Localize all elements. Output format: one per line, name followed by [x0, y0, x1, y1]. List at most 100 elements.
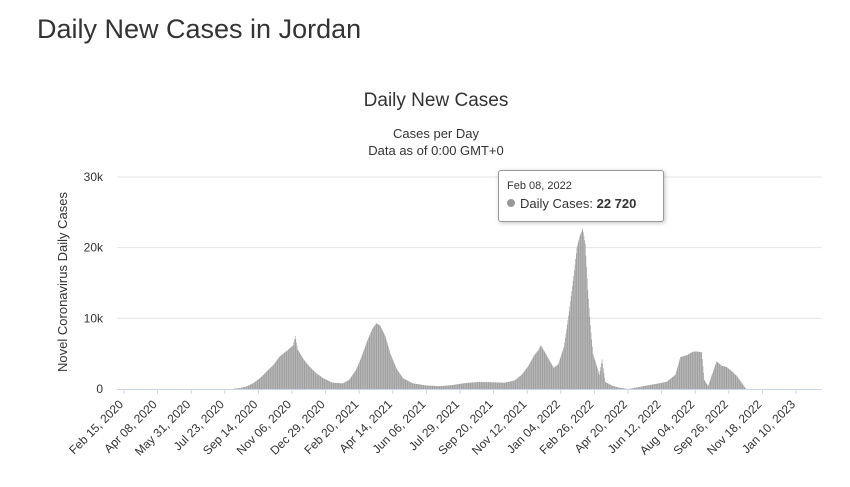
daily-case-bar	[328, 381, 330, 389]
daily-case-bar	[642, 386, 644, 389]
daily-case-bar	[711, 374, 713, 389]
daily-case-bar	[547, 356, 548, 389]
daily-case-bar	[294, 339, 295, 389]
daily-case-bar	[568, 315, 569, 389]
daily-case-bar	[674, 375, 675, 389]
daily-case-bar	[306, 363, 308, 389]
daily-case-bar	[464, 383, 466, 389]
daily-case-bar	[324, 379, 326, 389]
daily-case-bar	[393, 361, 394, 389]
daily-case-bar	[641, 386, 643, 389]
daily-case-bar	[652, 384, 654, 389]
daily-case-bar	[568, 311, 570, 389]
daily-case-bar	[741, 382, 742, 389]
daily-case-bar	[407, 380, 409, 389]
daily-case-bar	[428, 385, 429, 389]
daily-case-bar	[261, 376, 263, 389]
daily-case-bar	[244, 386, 245, 389]
daily-case-bar	[599, 374, 600, 389]
daily-case-bar	[379, 325, 380, 389]
daily-case-bar	[438, 386, 439, 389]
daily-case-bar	[610, 385, 612, 389]
daily-case-bar	[300, 353, 301, 389]
daily-case-bar	[507, 381, 509, 389]
daily-case-bar	[419, 384, 420, 389]
chart-title: Daily New Cases	[364, 90, 509, 111]
daily-case-bar	[681, 356, 683, 389]
daily-case-bar	[504, 382, 506, 389]
daily-case-bar	[710, 378, 712, 389]
daily-case-bar	[330, 381, 331, 389]
daily-case-bar	[420, 384, 421, 389]
daily-case-bar	[309, 366, 310, 389]
daily-case-bar	[614, 386, 616, 389]
daily-case-bar	[723, 366, 725, 389]
daily-case-bar	[523, 372, 524, 389]
daily-case-bar	[281, 354, 282, 389]
daily-case-bar	[704, 380, 706, 389]
daily-case-bar	[337, 383, 339, 389]
daily-case-bar	[675, 372, 677, 389]
daily-case-bar	[426, 385, 428, 389]
daily-case-bar	[294, 336, 296, 389]
daily-case-bar	[689, 353, 691, 389]
daily-case-bar	[421, 384, 423, 389]
daily-case-bar	[644, 385, 646, 389]
daily-case-bar	[297, 349, 299, 389]
daily-case-bar	[677, 366, 679, 389]
daily-case-bar	[556, 365, 558, 389]
daily-case-bar	[355, 370, 356, 389]
daily-case-bar	[521, 374, 522, 389]
daily-case-bar	[622, 388, 624, 389]
daily-case-bar	[549, 361, 551, 389]
daily-case-bar	[405, 379, 407, 389]
daily-case-bar	[412, 383, 414, 389]
daily-case-bar	[673, 375, 675, 389]
daily-case-bar	[317, 374, 318, 389]
daily-case-bar	[372, 327, 374, 389]
daily-case-bar	[653, 384, 655, 389]
daily-case-bar	[715, 363, 717, 389]
daily-case-bar	[402, 378, 404, 389]
daily-case-bar	[545, 354, 547, 389]
daily-case-bar	[593, 355, 594, 389]
daily-case-bar	[555, 366, 556, 389]
daily-case-bar	[327, 380, 329, 389]
daily-case-bar	[282, 354, 283, 389]
daily-case-bar	[419, 384, 421, 389]
daily-case-bar	[575, 258, 576, 389]
daily-case-bar	[394, 364, 396, 389]
daily-case-bar	[431, 385, 433, 389]
daily-case-bar	[284, 352, 286, 389]
daily-case-bar	[578, 239, 580, 389]
daily-case-bar	[657, 383, 659, 389]
daily-case-bar	[295, 339, 297, 389]
daily-case-bar	[500, 382, 502, 389]
daily-case-bar	[511, 381, 512, 389]
daily-case-bar	[686, 355, 688, 389]
daily-case-bar	[460, 383, 462, 389]
data-tooltip: Feb 08, 2022 Daily Cases: 22 720	[498, 170, 664, 222]
daily-case-bar	[585, 255, 587, 389]
daily-case-bar	[528, 365, 529, 389]
daily-case-bar	[687, 354, 688, 389]
daily-case-bar	[553, 367, 555, 389]
daily-case-bar	[701, 352, 703, 389]
daily-case-bar	[269, 368, 270, 389]
daily-case-bar	[455, 384, 456, 389]
daily-case-bar	[459, 383, 461, 389]
daily-case-bar	[728, 368, 730, 389]
daily-case-bar	[242, 387, 244, 389]
daily-case-bar	[631, 388, 633, 389]
daily-case-bar	[521, 374, 523, 389]
daily-case-bar	[458, 384, 460, 389]
daily-case-bar	[311, 368, 313, 389]
daily-case-bar	[408, 381, 409, 389]
daily-case-bar	[310, 368, 312, 389]
daily-case-bar	[503, 382, 505, 389]
daily-case-bar	[247, 385, 249, 389]
daily-case-bar	[422, 384, 424, 389]
daily-case-bar	[403, 378, 405, 389]
daily-case-bar	[443, 385, 445, 389]
daily-case-bar	[236, 388, 237, 389]
